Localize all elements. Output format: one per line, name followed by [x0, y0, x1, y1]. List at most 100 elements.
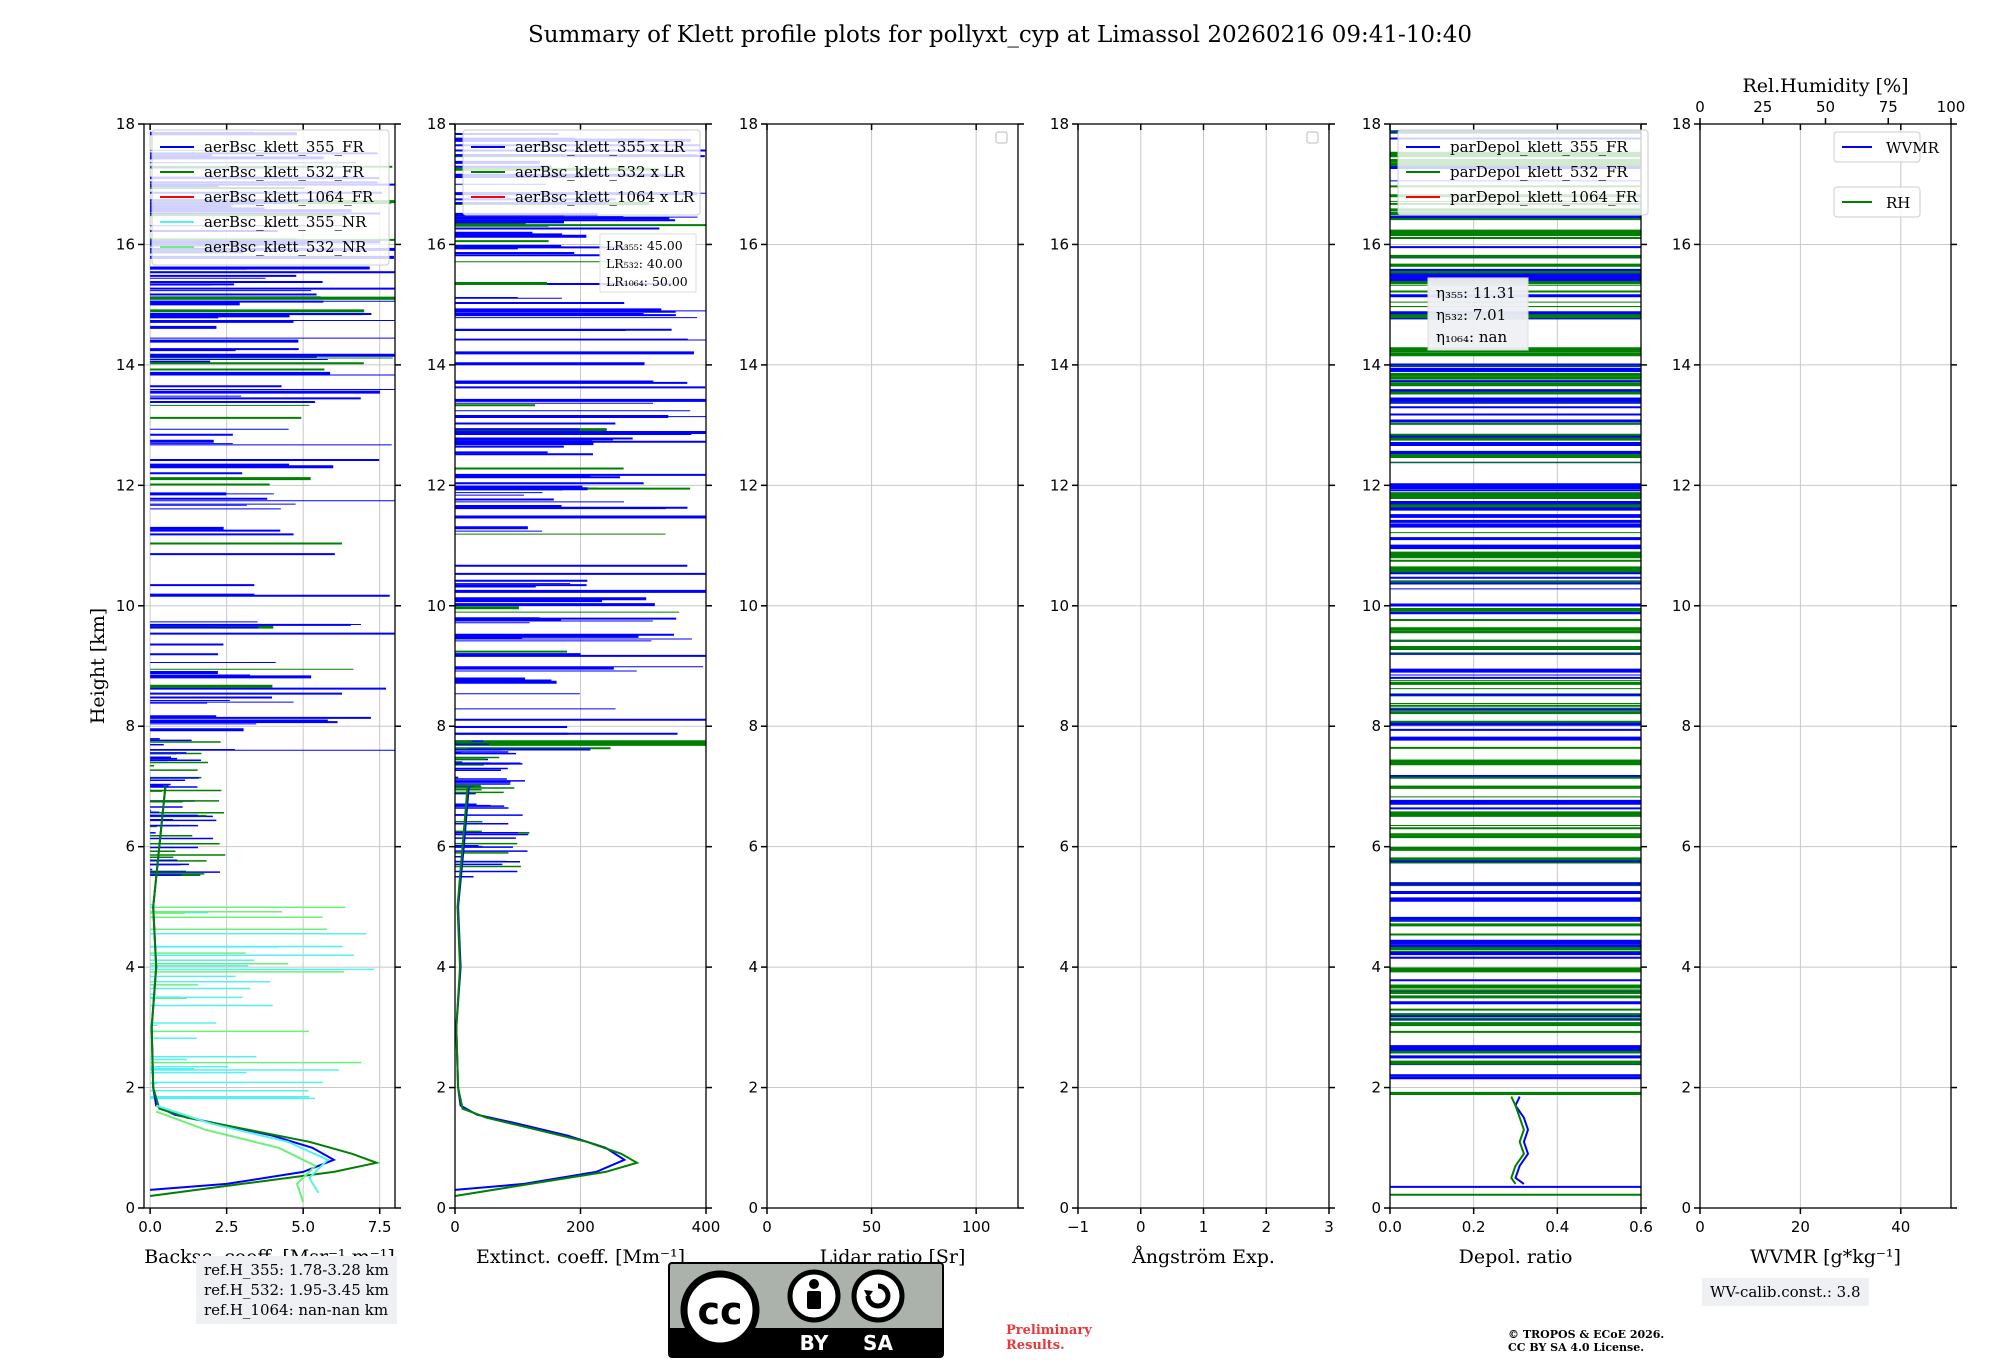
legend-box-dep [1397, 129, 1649, 216]
series-ext-1 [455, 786, 640, 1197]
figure-title: Summary of Klett profile plots for polly… [527, 22, 1473, 48]
y-tick-label-bsc-4: 8 [125, 717, 135, 735]
y-tick-label-ang-6: 12 [1050, 476, 1069, 494]
legend-label-dep-0: parDepol_klett_355_FR [1450, 138, 1628, 156]
y-tick-label-ang-2: 4 [1059, 958, 1069, 976]
y-tick-label-ext-3: 6 [436, 838, 446, 856]
y-tick-label-dep-3: 6 [1371, 838, 1381, 856]
y-tick-label-lr-8: 16 [739, 235, 758, 253]
y-tick-label-ext-7: 14 [427, 356, 446, 374]
copyright-note: © TROPOS & ECoE 2026. CC BY SA 4.0 Licen… [1508, 1328, 1664, 1354]
plot-area-ext [455, 132, 706, 1197]
y-tick-label-dep-5: 10 [1362, 597, 1381, 615]
preliminary-line-2: Results. [1006, 1338, 1065, 1353]
legend-label-dep-1: parDepol_klett_532_FR [1450, 163, 1628, 181]
x-axis-label-ext: Extinct. coeff. [Mm⁻¹] [476, 1246, 685, 1268]
x-axis-label-dep: Depol. ratio [1459, 1246, 1573, 1268]
y-tick-label-wv-8: 16 [1672, 235, 1691, 253]
x-tick-label-ext-0: 0 [450, 1218, 460, 1236]
y-tick-label-bsc-7: 14 [116, 356, 135, 374]
lidar-ratio-label-0: LR₃₅₅: 45.00 [606, 238, 683, 253]
y-tick-label-ang-8: 16 [1050, 235, 1069, 253]
y-tick-label-bsc-6: 12 [116, 476, 135, 494]
y-tick-label-ext-8: 16 [427, 235, 446, 253]
legend-label-wvmr: WVMR [1886, 139, 1940, 157]
y-tick-label-ang-1: 2 [1059, 1079, 1069, 1097]
y-tick-label-ext-9: 18 [427, 115, 446, 133]
series-dep-0 [1514, 1096, 1530, 1185]
preliminary-line-1: Preliminary [1006, 1323, 1092, 1338]
lidar-ratio-label-2: LR₁₀₆₄: 50.00 [606, 274, 688, 289]
legend-label-ext-2: aerBsc_klett_1064 x LR [515, 188, 695, 206]
legend-bsc: aerBsc_klett_355_FR aerBsc_klett_532_FRae… [151, 129, 390, 266]
x-tick-label-bsc-1: 2.5 [215, 1218, 239, 1236]
y-tick-label-ext-6: 12 [427, 476, 446, 494]
y-tick-label-bsc-9: 18 [116, 115, 135, 133]
y-tick-label-lr-9: 18 [739, 115, 758, 133]
empty-legend-ang [1306, 131, 1319, 144]
eta-box [1427, 277, 1529, 351]
empty-legend-lr [995, 131, 1008, 144]
y-tick-label-dep-8: 16 [1362, 235, 1381, 253]
legend-label-ext-1: aerBsc_klett_532 x LR [515, 163, 686, 181]
y-tick-label-lr-4: 8 [748, 717, 758, 735]
preliminary-note: Preliminary Results. [1006, 1323, 1092, 1353]
x-tick-label-lr-2: 100 [962, 1218, 991, 1236]
x-axis-label-ang: Ångström Exp. [1131, 1246, 1275, 1268]
y-tick-label-lr-7: 14 [739, 356, 758, 374]
x-tick-label-lr-0: 0 [762, 1218, 772, 1236]
cc-by-text: BY [800, 1331, 829, 1355]
y-tick-label-ext-0: 0 [436, 1199, 446, 1217]
top-axis-label: Rel.Humidity [%] [1742, 75, 1908, 97]
x-axis-label-wv: WVMR [g*kg⁻¹] [1750, 1246, 1901, 1268]
reference-heights-box: ref.H_355: 1.78-3.28 km ref.H_532: 1.95-… [196, 1256, 397, 1324]
cc-sa-text: SA [863, 1331, 893, 1355]
x-tick-label-bsc-0: 0.0 [138, 1218, 162, 1236]
x-tick-label-ang-1: 0 [1136, 1218, 1146, 1236]
y-tick-label-wv-4: 8 [1681, 717, 1691, 735]
y-tick-label-wv-5: 10 [1672, 597, 1691, 615]
legend-dep: parDepol_klett_355_FR parDepol_klett_532_… [1397, 129, 1649, 216]
y-tick-label-wv-6: 12 [1672, 476, 1691, 494]
y-tick-label-wv-0: 0 [1681, 1199, 1691, 1217]
top-tick-label-1: 25 [1753, 98, 1772, 116]
cc-logo-icon [680, 1270, 760, 1350]
eta-label-2: η₁₀₆₄: nan [1436, 328, 1507, 346]
y-tick-label-wv-1: 2 [1681, 1079, 1691, 1097]
y-tick-label-lr-6: 12 [739, 476, 758, 494]
lidar-ratio-label-1: LR₅₃₂: 40.00 [606, 256, 683, 271]
x-tick-label-wv-2: 40 [1891, 1218, 1910, 1236]
plot-area-bsc [149, 131, 395, 1203]
x-tick-label-dep-1: 0.2 [1462, 1218, 1486, 1236]
copyright-line-1: © TROPOS & ECoE 2026. [1508, 1328, 1665, 1341]
eta-label-1: η₅₃₂: 7.01 [1436, 306, 1506, 324]
y-tick-label-ang-5: 10 [1050, 597, 1069, 615]
y-tick-label-lr-1: 2 [748, 1079, 758, 1097]
legend-box-wvmr [1833, 131, 1921, 163]
x-tick-label-ang-3: 2 [1261, 1218, 1271, 1236]
y-tick-label-dep-0: 0 [1371, 1199, 1381, 1217]
legend-label-rh: RH [1886, 194, 1910, 212]
x-tick-label-ang-2: 1 [1199, 1218, 1209, 1236]
y-tick-label-lr-2: 4 [748, 958, 758, 976]
y-tick-label-dep-6: 12 [1362, 476, 1381, 494]
ref-height-355: ref.H_355: 1.78-3.28 km [204, 1261, 389, 1279]
x-tick-label-ang-4: 3 [1324, 1218, 1334, 1236]
svg-text:cc: cc [697, 1289, 742, 1333]
panel-ext: 0 200 400 0 2 4 6 8 10 12 14 16 18 Extinct. coeff. [M… [427, 115, 720, 1268]
legend-label-bsc-2: aerBsc_klett_1064_FR [204, 188, 374, 206]
y-tick-label-ang-0: 0 [1059, 1199, 1069, 1217]
axes-frame-dep [1389, 123, 1642, 1209]
y-tick-label-ang-7: 14 [1050, 356, 1069, 374]
y-tick-label-ang-4: 8 [1059, 717, 1069, 735]
copyright-line-2: CC BY SA 4.0 License. [1508, 1341, 1645, 1354]
y-tick-label-bsc-3: 6 [125, 838, 135, 856]
y-tick-label-wv-2: 4 [1681, 958, 1691, 976]
series-dep-1 [1510, 1096, 1526, 1185]
y-axis-label: Height [km] [87, 608, 109, 724]
y-tick-label-ext-4: 8 [436, 717, 446, 735]
legend-label-bsc-1: aerBsc_klett_532_FR [204, 163, 364, 181]
share-alike-icon [851, 1269, 905, 1323]
